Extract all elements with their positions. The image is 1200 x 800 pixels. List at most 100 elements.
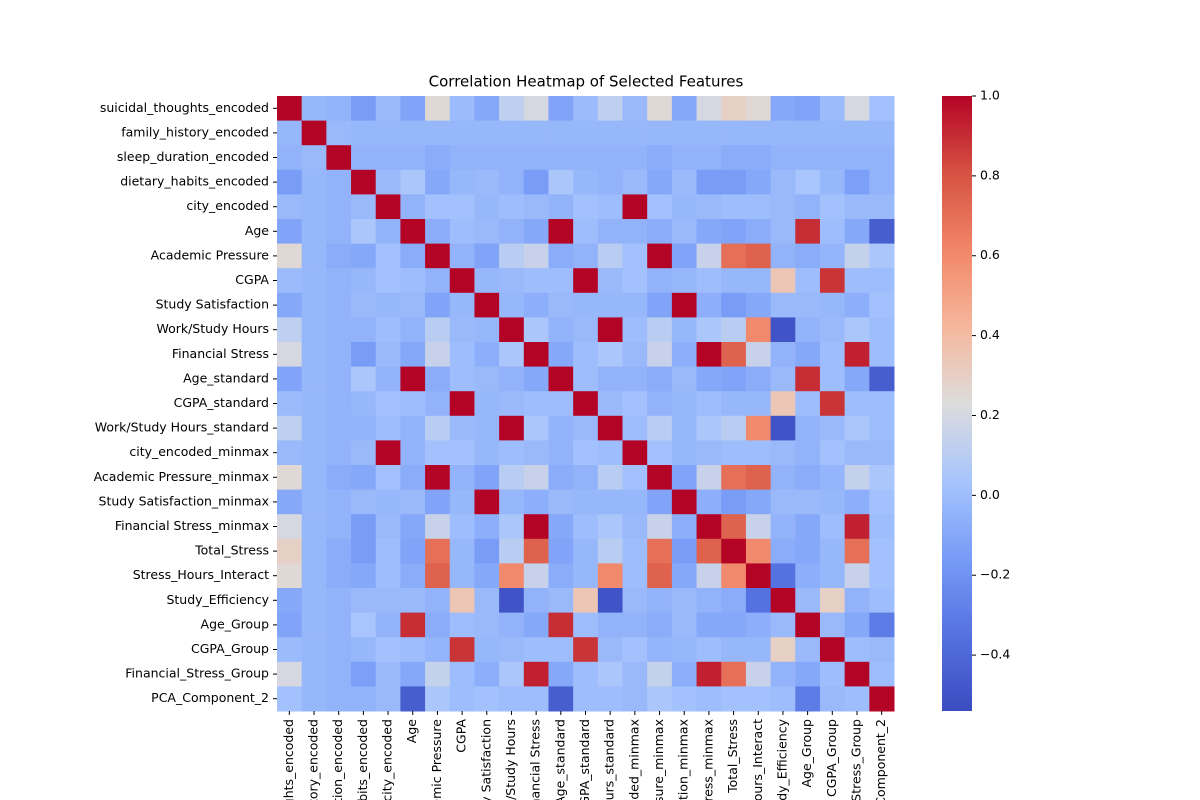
heatmap-cell (548, 342, 574, 368)
heatmap-cell (696, 268, 722, 294)
y-tick-label: Financial_Stress_Group (125, 666, 269, 681)
heatmap-cell (573, 661, 599, 687)
x-tick-label: Age_Group (799, 719, 814, 788)
heatmap-cell (277, 219, 303, 245)
heatmap-cell (277, 588, 303, 614)
heatmap-cell (696, 145, 722, 171)
heatmap-cell (647, 342, 673, 368)
colorbar-tick-label: 0.0 (980, 487, 1000, 502)
heatmap-cell (869, 465, 895, 491)
x-tick-label: dietary_habits_encoded (355, 719, 370, 800)
heatmap-cell (375, 489, 401, 515)
heatmap-cell (597, 96, 624, 122)
heatmap-cell (351, 391, 377, 417)
heatmap-cell (647, 440, 673, 466)
heatmap-cell (326, 120, 352, 146)
heatmap-cell (474, 194, 500, 220)
x-tick-label: family_history_encoded (306, 719, 321, 800)
heatmap-cell (745, 391, 772, 417)
heatmap-cell (622, 415, 648, 441)
heatmap-cell (819, 514, 846, 540)
heatmap-cell (795, 538, 821, 564)
heatmap-cell (523, 637, 549, 663)
heatmap-cell (449, 686, 475, 712)
heatmap-cell (819, 465, 846, 491)
heatmap-cell (745, 96, 772, 122)
heatmap-cell (301, 514, 327, 540)
heatmap-cell (375, 588, 401, 614)
heatmap-cell (474, 514, 500, 540)
heatmap-cell (449, 145, 475, 171)
heatmap-cell (548, 219, 574, 245)
heatmap-cell (597, 243, 624, 269)
heatmap-cell (671, 588, 698, 614)
heatmap-cell (548, 612, 574, 638)
heatmap-cell (869, 514, 895, 540)
heatmap-cell (721, 637, 747, 663)
heatmap-cell (499, 538, 525, 564)
heatmap-cell (400, 686, 426, 712)
heatmap-cell (745, 465, 772, 491)
heatmap-cell (597, 440, 624, 466)
heatmap-cell (474, 465, 500, 491)
heatmap-cell (499, 489, 525, 515)
heatmap-cell (844, 391, 870, 417)
heatmap-cell (548, 588, 574, 614)
heatmap-cell (375, 292, 401, 318)
heatmap-cell (351, 465, 377, 491)
heatmap-cell (425, 243, 451, 269)
heatmap-cell (745, 194, 772, 220)
heatmap-cell (400, 120, 426, 146)
heatmap-cell (474, 686, 500, 712)
heatmap-cell (647, 391, 673, 417)
heatmap-cell (474, 96, 500, 122)
heatmap-cell (819, 538, 846, 564)
heatmap-cell (326, 169, 352, 195)
heatmap-cell (375, 317, 401, 343)
heatmap-cell (671, 145, 698, 171)
heatmap-cell (523, 563, 549, 589)
x-tick-label: CGPA_standard (577, 719, 592, 800)
heatmap-cell (449, 440, 475, 466)
heatmap-cell (622, 342, 648, 368)
heatmap-cell (400, 588, 426, 614)
heatmap-cell (721, 120, 747, 146)
heatmap-cell (844, 268, 870, 294)
heatmap-cell (696, 440, 722, 466)
heatmap-cell (351, 538, 377, 564)
heatmap-cell (351, 514, 377, 540)
heatmap-cell (844, 145, 870, 171)
heatmap-cell (326, 440, 352, 466)
heatmap-cell (351, 366, 377, 392)
heatmap-cell (573, 292, 599, 318)
heatmap-cell (425, 538, 451, 564)
heatmap-cell (597, 342, 624, 368)
heatmap-cell (425, 219, 451, 245)
heatmap-cell (548, 563, 574, 589)
y-tick-label: Work/Study Hours (156, 321, 269, 336)
heatmap-cell (474, 588, 500, 614)
heatmap-cell (696, 317, 722, 343)
heatmap-cell (277, 96, 303, 122)
heatmap-cell (375, 342, 401, 368)
heatmap-cell (819, 120, 846, 146)
heatmap-cell (375, 686, 401, 712)
heatmap-cell (696, 465, 722, 491)
heatmap-cell (523, 169, 549, 195)
heatmap-cell (326, 243, 352, 269)
heatmap-cell (671, 612, 698, 638)
x-tick-label: Financial_Stress_Group (848, 719, 863, 800)
heatmap-cell (474, 440, 500, 466)
heatmap-cell (795, 317, 821, 343)
heatmap-cell (573, 588, 599, 614)
heatmap-cell (597, 661, 624, 687)
y-tick-label: city_encoded_minmax (129, 444, 269, 459)
heatmap-cell (351, 440, 377, 466)
heatmap-cell (375, 120, 401, 146)
heatmap-cell (844, 415, 870, 441)
y-tick-label: CGPA (235, 272, 269, 287)
y-tick-label: dietary_habits_encoded (120, 174, 269, 189)
heatmap-cell (721, 194, 747, 220)
heatmap-cell (499, 391, 525, 417)
heatmap-cell (351, 194, 377, 220)
